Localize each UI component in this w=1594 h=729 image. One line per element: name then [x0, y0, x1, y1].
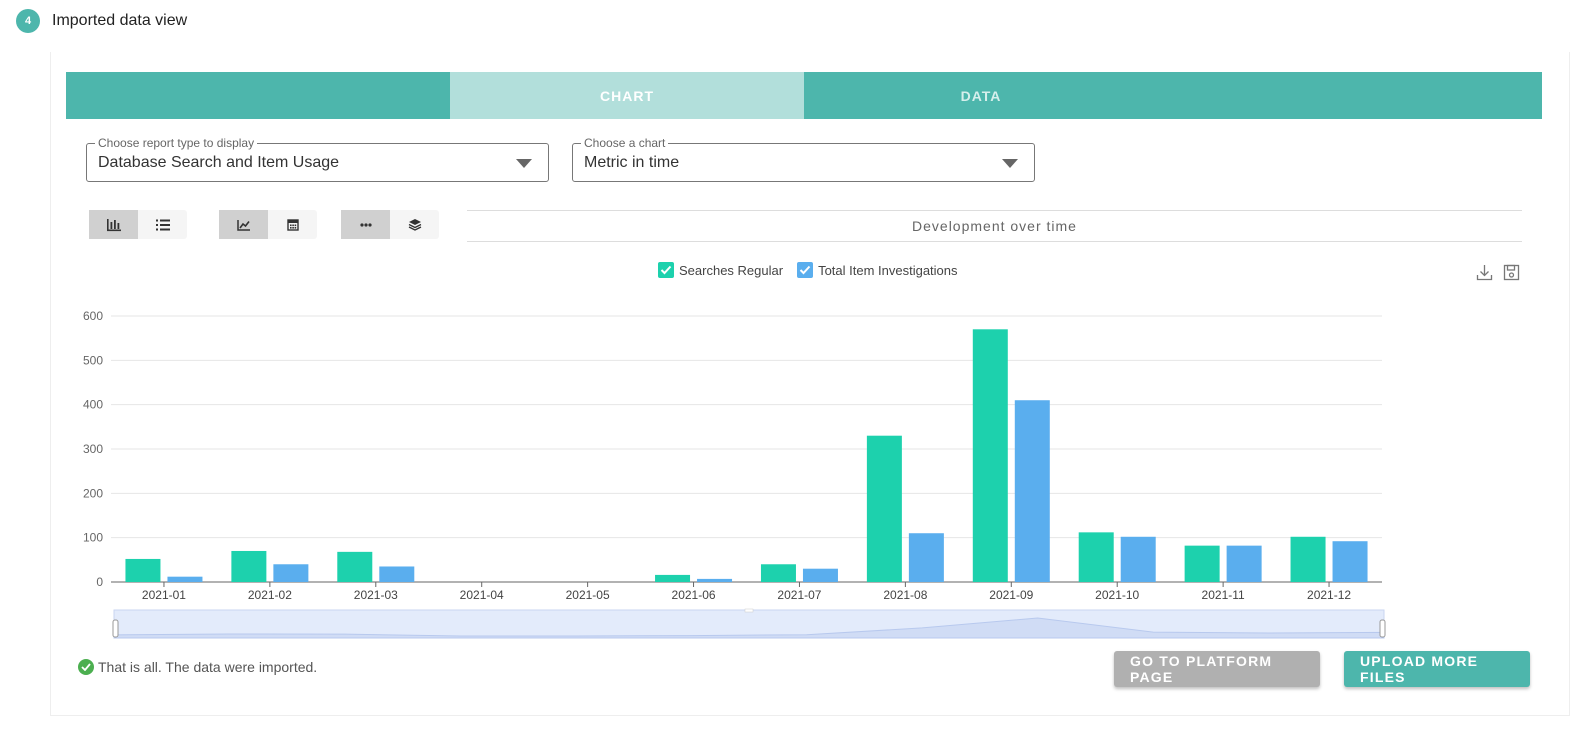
x-tick-label: 2021-11	[1202, 588, 1245, 602]
bar-total-item-investigations[interactable]	[1332, 541, 1368, 582]
download-icon[interactable]	[1476, 264, 1493, 281]
bar-searches-regular[interactable]	[1290, 536, 1326, 582]
go-to-platform-button[interactable]: GO TO PLATFORM PAGE	[1114, 651, 1320, 687]
chart-select-legend: Choose a chart	[581, 136, 669, 150]
upload-more-files-button[interactable]: UPLOAD MORE FILES	[1344, 651, 1530, 687]
legend-label: Searches Regular	[679, 262, 784, 278]
bar-total-item-investigations[interactable]	[908, 533, 944, 582]
bar-chart-toggle[interactable]	[89, 210, 138, 239]
bar-searches-regular[interactable]	[1078, 532, 1114, 582]
import-panel	[50, 52, 1570, 716]
list-toggle[interactable]	[138, 210, 187, 239]
y-tick-label: 100	[83, 531, 103, 545]
line-chart-toggle[interactable]	[219, 210, 268, 239]
checkbox-checked-icon	[658, 262, 674, 278]
y-tick-label: 600	[83, 309, 103, 323]
grouped-toggle[interactable]	[341, 210, 390, 239]
x-tick-label: 2021-08	[883, 588, 927, 602]
bar-total-item-investigations[interactable]	[167, 576, 203, 582]
x-tick-label: 2021-02	[248, 588, 292, 602]
calendar-icon	[286, 219, 299, 231]
grouping-toggle	[341, 210, 439, 239]
step-number-badge: 4	[16, 9, 40, 33]
bar-searches-regular[interactable]	[1184, 545, 1220, 582]
x-tick-label: 2021-07	[777, 588, 821, 602]
bar-searches-regular[interactable]	[760, 564, 796, 582]
x-tick-label: 2021-12	[1307, 588, 1351, 602]
dropdown-arrow-icon	[1002, 159, 1018, 168]
bar-total-item-investigations[interactable]	[1226, 545, 1262, 582]
bar-total-item-investigations[interactable]	[273, 564, 309, 582]
x-tick-label: 2021-09	[989, 588, 1033, 602]
bar-searches-regular[interactable]	[125, 558, 161, 582]
time-mode-toggle	[219, 210, 317, 239]
legend-item-searches-regular[interactable]: Searches Regular	[658, 262, 783, 278]
x-tick-label: 2021-01	[142, 588, 186, 602]
more-horizontal-icon	[359, 222, 372, 227]
x-tick-label: 2021-06	[672, 588, 716, 602]
legend-item-total-item-investigations[interactable]: Total Item Investigations	[797, 262, 958, 278]
bar-searches-regular[interactable]	[655, 574, 691, 582]
chart-select-value: Metric in time	[584, 154, 680, 171]
x-tick-label: 2021-03	[354, 588, 398, 602]
import-status: That is all. The data were imported.	[78, 659, 317, 675]
report-type-value: Database Search and Item Usage	[98, 154, 340, 171]
check-circle-icon	[78, 659, 94, 675]
zoom-handle-right[interactable]	[1379, 619, 1386, 638]
tab-chart[interactable]: CHART	[450, 72, 804, 119]
y-tick-label: 300	[83, 442, 103, 456]
layers-icon	[408, 219, 421, 231]
dropdown-arrow-icon	[516, 159, 532, 168]
chart-select[interactable]: Choose a chart Metric in time	[572, 136, 1035, 182]
legend-label: Total Item Investigations	[818, 262, 958, 278]
bar-total-item-investigations[interactable]	[697, 578, 733, 582]
zoom-drag-handle[interactable]	[744, 608, 754, 613]
tab-data[interactable]: DATA	[960, 87, 1002, 104]
bar-total-item-investigations[interactable]	[379, 566, 415, 582]
calendar-toggle[interactable]	[268, 210, 317, 239]
y-tick-label: 200	[83, 486, 103, 500]
view-mode-toggle	[89, 210, 187, 239]
chart-title: Development over time	[467, 210, 1522, 242]
x-tick-label: 2021-10	[1095, 588, 1139, 602]
y-tick-label: 400	[83, 398, 103, 412]
bar-total-item-investigations[interactable]	[1120, 536, 1156, 582]
step-title: Imported data view	[52, 12, 188, 29]
bar-total-item-investigations[interactable]	[802, 568, 838, 582]
bar-searches-regular[interactable]	[866, 435, 902, 582]
y-tick-label: 500	[83, 353, 103, 367]
report-type-legend: Choose report type to display	[95, 136, 258, 150]
step-header: 4 Imported data view	[16, 9, 187, 33]
save-icon[interactable]	[1503, 264, 1520, 281]
list-icon	[155, 219, 170, 230]
status-text: That is all. The data were imported.	[98, 659, 318, 675]
x-tick-label: 2021-05	[566, 588, 610, 602]
bar-total-item-investigations[interactable]	[1014, 400, 1050, 582]
bar-searches-regular[interactable]	[231, 550, 267, 582]
stacked-toggle[interactable]	[390, 210, 439, 239]
bar-searches-regular[interactable]	[972, 329, 1008, 582]
x-tick-label: 2021-04	[460, 588, 504, 602]
bar-searches-regular[interactable]	[337, 551, 373, 582]
report-type-select[interactable]: Choose report type to display Database S…	[86, 136, 549, 182]
bar-chart-icon	[106, 218, 121, 231]
chart-toolbox	[1476, 264, 1520, 281]
y-tick-label: 0	[96, 575, 103, 589]
view-tabs: CHART DATA	[66, 72, 1542, 119]
checkbox-checked-icon	[797, 262, 814, 278]
line-chart-icon	[236, 219, 250, 231]
zoom-handle-left[interactable]	[112, 619, 119, 638]
chart-legend: Searches Regular Total Item Investigatio…	[658, 262, 972, 278]
